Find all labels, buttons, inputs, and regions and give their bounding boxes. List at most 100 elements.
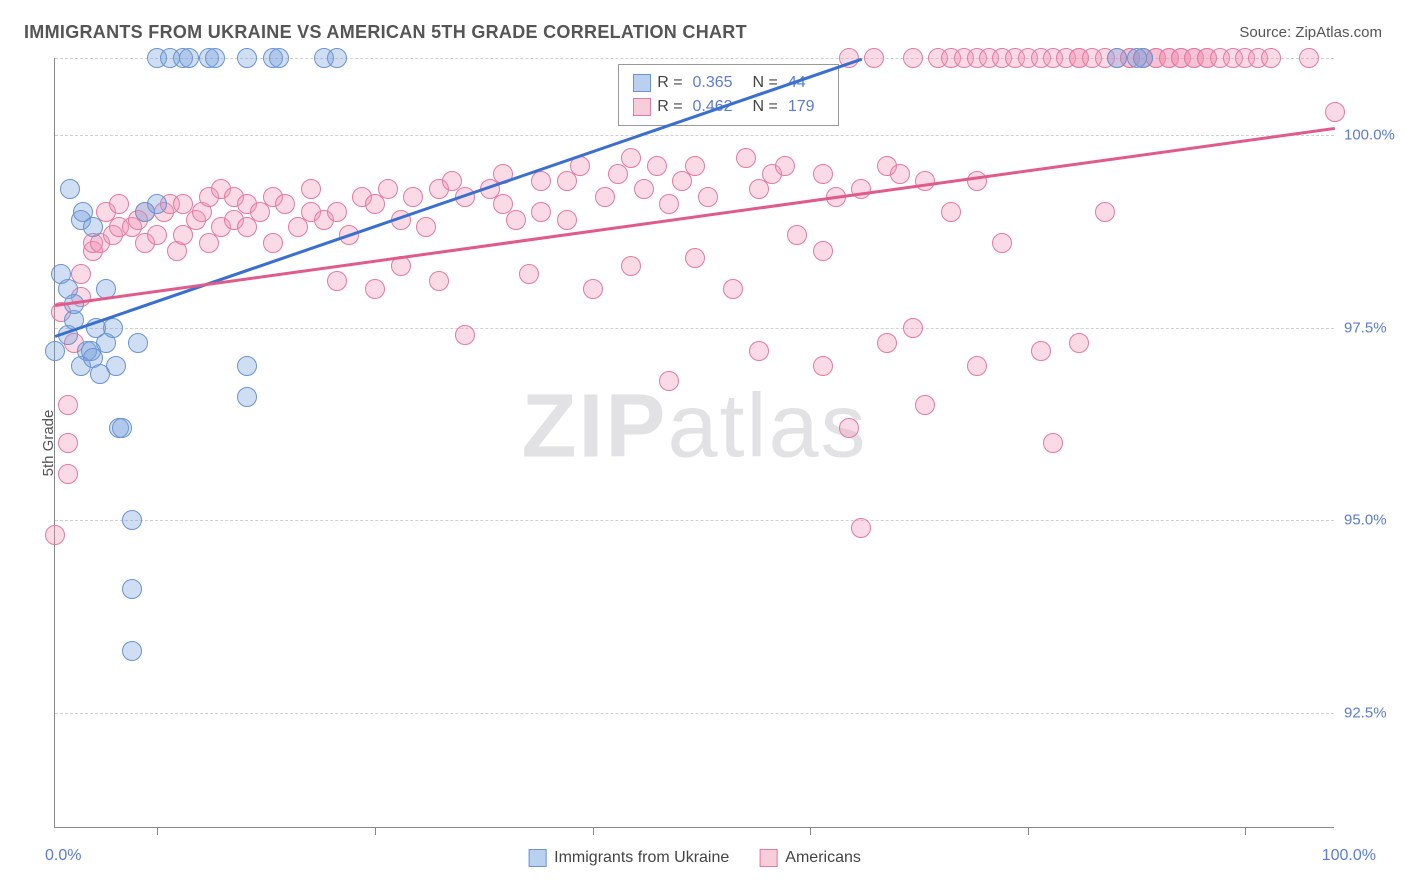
data-point-ukraine	[122, 579, 142, 599]
chart-title: IMMIGRANTS FROM UKRAINE VS AMERICAN 5TH …	[24, 22, 747, 43]
data-point-americans	[403, 187, 423, 207]
data-point-americans	[647, 156, 667, 176]
data-point-americans	[147, 225, 167, 245]
data-point-americans	[634, 179, 654, 199]
data-point-americans	[967, 171, 987, 191]
data-point-americans	[583, 279, 603, 299]
y-tick-label: 97.5%	[1344, 319, 1406, 336]
x-tick	[375, 827, 376, 835]
data-point-americans	[327, 271, 347, 291]
data-point-americans	[557, 210, 577, 230]
gridline	[55, 135, 1334, 136]
data-point-americans	[327, 202, 347, 222]
data-point-americans	[915, 395, 935, 415]
y-tick-label: 100.0%	[1344, 127, 1406, 144]
data-point-americans	[685, 248, 705, 268]
data-point-ukraine	[327, 48, 347, 68]
data-point-americans	[839, 418, 859, 438]
data-point-americans	[659, 194, 679, 214]
data-point-ukraine	[83, 217, 103, 237]
legend-swatch	[528, 849, 546, 867]
data-point-ukraine	[122, 510, 142, 530]
source-link[interactable]: ZipAtlas.com	[1295, 24, 1382, 41]
legend-swatch	[633, 98, 651, 116]
data-point-americans	[903, 318, 923, 338]
data-point-americans	[749, 341, 769, 361]
data-point-americans	[903, 48, 923, 68]
data-point-americans	[851, 518, 871, 538]
data-point-americans	[813, 241, 833, 261]
watermark: ZIPatlas	[521, 376, 867, 479]
data-point-americans	[595, 187, 615, 207]
data-point-americans	[531, 202, 551, 222]
data-point-americans	[58, 395, 78, 415]
data-point-americans	[992, 233, 1012, 253]
data-point-americans	[429, 271, 449, 291]
x-tick	[1245, 827, 1246, 835]
data-point-ukraine	[269, 48, 289, 68]
gridline	[55, 520, 1334, 521]
data-point-americans	[864, 48, 884, 68]
x-tick	[593, 827, 594, 835]
data-point-americans	[787, 225, 807, 245]
data-point-americans	[378, 179, 398, 199]
data-point-ukraine	[205, 48, 225, 68]
data-point-americans	[967, 356, 987, 376]
y-tick-label: 95.0%	[1344, 512, 1406, 529]
source-prefix: Source:	[1239, 24, 1295, 41]
data-point-ukraine	[60, 179, 80, 199]
data-point-americans	[1261, 48, 1281, 68]
data-point-americans	[455, 325, 475, 345]
data-point-ukraine	[112, 418, 132, 438]
data-point-americans	[1095, 202, 1115, 222]
data-point-ukraine	[106, 356, 126, 376]
data-point-americans	[723, 279, 743, 299]
plot-area: ZIPatlas 5th Grade 0.0% 100.0% R =0.365N…	[54, 58, 1334, 828]
data-point-americans	[58, 433, 78, 453]
data-point-americans	[365, 279, 385, 299]
data-point-americans	[813, 356, 833, 376]
data-point-americans	[1299, 48, 1319, 68]
data-point-ukraine	[128, 333, 148, 353]
data-point-ukraine	[237, 387, 257, 407]
data-point-americans	[813, 164, 833, 184]
x-tick	[157, 827, 158, 835]
legend-r-label: R =	[657, 74, 682, 92]
data-point-americans	[775, 156, 795, 176]
data-point-ukraine	[122, 641, 142, 661]
data-point-ukraine	[179, 48, 199, 68]
legend-row-americans: R =0.462N =179	[633, 95, 824, 119]
data-point-americans	[685, 156, 705, 176]
x-axis-min-label: 0.0%	[45, 847, 81, 865]
legend-swatch	[759, 849, 777, 867]
data-point-americans	[531, 171, 551, 191]
y-tick-label: 92.5%	[1344, 704, 1406, 721]
data-point-americans	[1043, 433, 1063, 453]
data-point-americans	[58, 464, 78, 484]
data-point-americans	[698, 187, 718, 207]
legend-n-value: 179	[788, 98, 824, 116]
data-point-ukraine	[147, 194, 167, 214]
legend-item-ukraine: Immigrants from Ukraine	[528, 849, 729, 867]
data-point-ukraine	[237, 356, 257, 376]
data-point-americans	[275, 194, 295, 214]
gridline	[55, 328, 1334, 329]
legend-r-label: R =	[657, 98, 682, 116]
data-point-americans	[1031, 341, 1051, 361]
data-point-americans	[941, 202, 961, 222]
data-point-ukraine	[237, 48, 257, 68]
data-point-ukraine	[103, 318, 123, 338]
data-point-ukraine	[1107, 48, 1127, 68]
data-point-americans	[621, 256, 641, 276]
data-point-americans	[109, 194, 129, 214]
x-tick	[1028, 827, 1029, 835]
data-point-americans	[621, 148, 641, 168]
data-point-americans	[1325, 102, 1345, 122]
legend-series-name: Immigrants from Ukraine	[554, 849, 729, 867]
source-label: Source: ZipAtlas.com	[1239, 24, 1382, 41]
legend-n-label: N =	[753, 98, 778, 116]
x-axis-max-label: 100.0%	[1322, 847, 1376, 865]
data-point-americans	[915, 171, 935, 191]
data-point-americans	[263, 233, 283, 253]
data-point-americans	[1069, 333, 1089, 353]
